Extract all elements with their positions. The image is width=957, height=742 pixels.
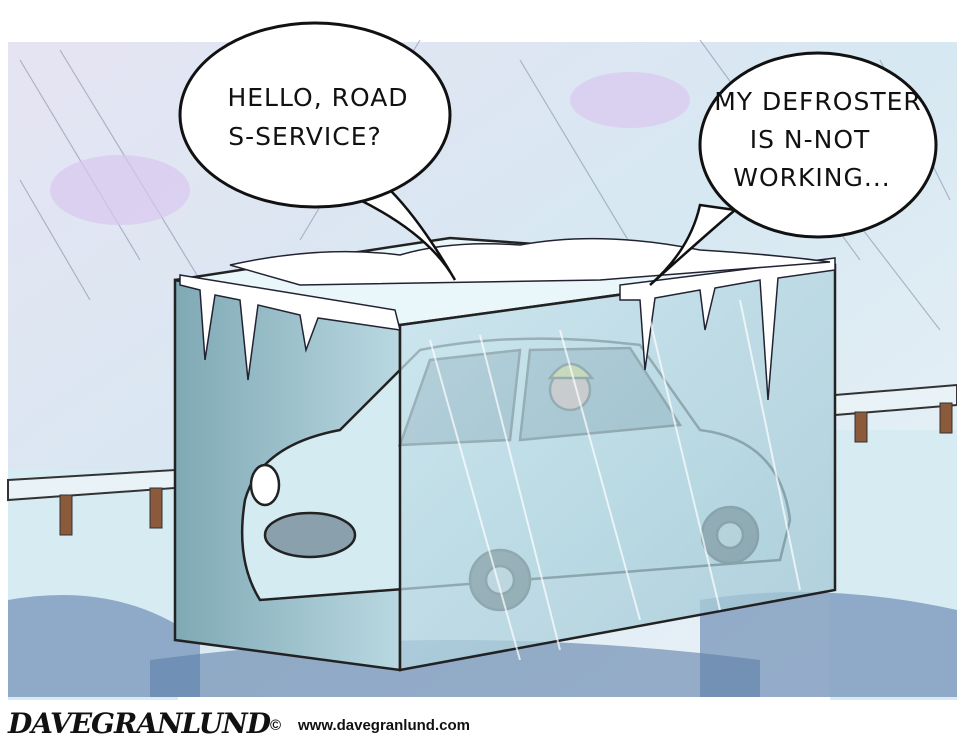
website: www.davegranlund.com [297, 717, 470, 734]
bubble-line: MY DEFROSTER [714, 87, 922, 116]
ice-block [175, 238, 835, 670]
signature: DAVEGRANLUND © www.davegranlund.com [7, 707, 470, 740]
bubble-line: S-SERVICE? [228, 122, 382, 151]
artist-name: DAVEGRANLUND [7, 707, 272, 740]
bubble-line: IS N-NOT [750, 125, 871, 154]
bubble-line: HELLO, ROAD [227, 83, 408, 112]
cartoon: HELLO, ROAD S-SERVICE? MY DEFROSTER IS N… [0, 0, 957, 742]
bubble-line: WORKING... [733, 163, 890, 192]
copyright: © [270, 717, 281, 734]
